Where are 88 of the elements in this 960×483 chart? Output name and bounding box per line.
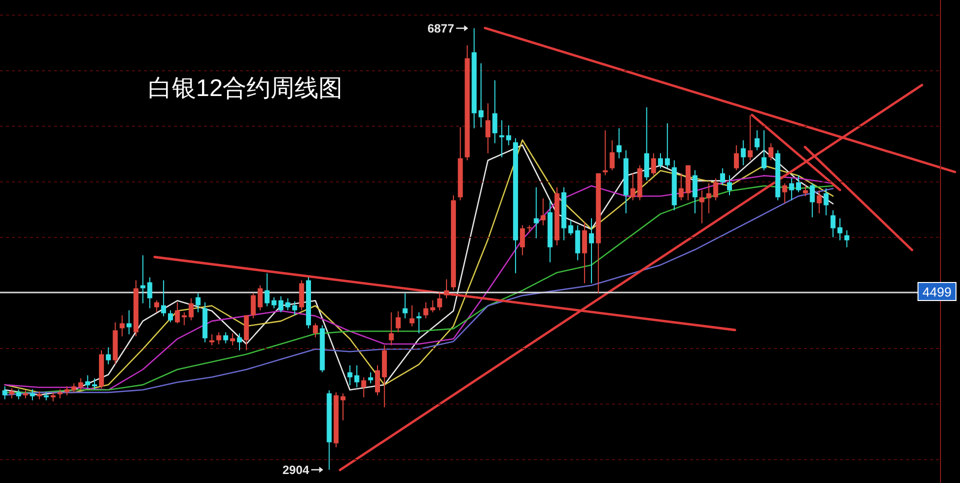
candlestick bbox=[368, 372, 374, 384]
candlestick bbox=[824, 188, 829, 216]
candlestick bbox=[768, 142, 774, 161]
candlestick bbox=[2, 386, 8, 400]
candlestick bbox=[64, 386, 70, 396]
candlestick bbox=[444, 278, 450, 299]
candlestick bbox=[678, 172, 684, 201]
candlestick bbox=[506, 124, 512, 146]
candlestick bbox=[264, 272, 270, 307]
candlestick bbox=[762, 130, 766, 171]
candlestick bbox=[85, 374, 90, 389]
candlestick bbox=[223, 332, 228, 344]
candlestick bbox=[499, 120, 504, 158]
candlestick bbox=[478, 62, 484, 128]
candlestick bbox=[658, 152, 663, 169]
candlestick bbox=[582, 222, 588, 284]
candlestick bbox=[78, 378, 84, 391]
candlestick bbox=[126, 310, 132, 335]
candlestick bbox=[610, 140, 615, 171]
candlestick bbox=[837, 218, 842, 241]
candlestick bbox=[278, 296, 284, 313]
candlestick bbox=[782, 182, 788, 204]
candlestick bbox=[734, 144, 739, 171]
candlestick bbox=[540, 198, 546, 226]
candlestick bbox=[844, 230, 850, 248]
candlestick bbox=[209, 334, 214, 346]
candlestick bbox=[347, 364, 352, 386]
candlestick bbox=[299, 280, 304, 311]
candlestick bbox=[140, 254, 146, 304]
candlestick bbox=[416, 312, 422, 334]
annotation: 2904 bbox=[282, 462, 310, 477]
candlestick bbox=[16, 388, 22, 400]
candlestick bbox=[816, 190, 822, 214]
candlestick bbox=[830, 210, 836, 238]
candlestick bbox=[789, 178, 794, 201]
candlestick bbox=[437, 292, 442, 311]
candlestick bbox=[485, 102, 490, 154]
candlestick bbox=[174, 302, 180, 324]
candlestick bbox=[699, 190, 704, 224]
candlestick bbox=[520, 224, 525, 256]
candlestick bbox=[354, 364, 360, 388]
candlestick bbox=[810, 182, 815, 218]
candlestick bbox=[602, 130, 608, 176]
candlestick bbox=[50, 392, 56, 402]
candlestick bbox=[754, 130, 760, 151]
candlestick bbox=[534, 186, 539, 239]
text: 白银12合约周线图 bbox=[148, 75, 343, 102]
candlestick bbox=[575, 224, 580, 261]
candlestick bbox=[58, 388, 63, 399]
candlestick bbox=[196, 292, 201, 313]
candlestick bbox=[272, 296, 276, 309]
candlestick bbox=[168, 310, 173, 323]
candlestick bbox=[616, 128, 622, 159]
candlestick bbox=[237, 332, 242, 351]
candlestick bbox=[154, 300, 160, 313]
candlestick bbox=[492, 80, 498, 144]
candlestick bbox=[588, 218, 594, 284]
candlestick bbox=[664, 122, 670, 169]
candlestick bbox=[388, 312, 394, 346]
candlestick bbox=[312, 322, 318, 338]
candlestick bbox=[106, 346, 111, 365]
candlestick bbox=[720, 168, 726, 186]
candlestick bbox=[802, 184, 808, 197]
candlestick bbox=[71, 382, 76, 393]
candlestick bbox=[120, 314, 125, 337]
candlestick bbox=[230, 332, 236, 346]
candlestick bbox=[396, 310, 401, 333]
candlestick bbox=[402, 292, 408, 319]
candlestick bbox=[727, 174, 732, 196]
candlestick bbox=[692, 170, 698, 214]
candlestick bbox=[375, 364, 380, 396]
candlestick bbox=[161, 280, 166, 317]
candlestick bbox=[92, 378, 98, 390]
candlestick bbox=[30, 388, 35, 401]
candlestick bbox=[748, 114, 753, 161]
ref-line-label: 4499 bbox=[922, 284, 952, 300]
candlestick bbox=[651, 152, 656, 176]
candlestick bbox=[568, 220, 574, 236]
candlestick bbox=[410, 304, 415, 327]
candlestick bbox=[147, 276, 152, 309]
candlestick bbox=[796, 174, 801, 193]
annotation: 6877 bbox=[427, 21, 454, 36]
candlestick bbox=[340, 392, 346, 421]
candlestick bbox=[630, 172, 636, 201]
candlestick bbox=[740, 140, 746, 166]
candlestick bbox=[9, 388, 14, 399]
candlestick bbox=[361, 376, 366, 398]
candlestick bbox=[216, 332, 222, 345]
